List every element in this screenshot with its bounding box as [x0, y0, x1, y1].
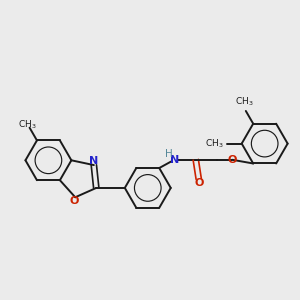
Text: CH$_3$: CH$_3$: [18, 118, 37, 130]
Text: CH$_3$: CH$_3$: [205, 137, 224, 150]
Text: O: O: [194, 178, 203, 188]
Text: N: N: [170, 155, 179, 165]
Text: O: O: [228, 155, 237, 165]
Text: O: O: [69, 196, 79, 206]
Text: N: N: [89, 156, 98, 166]
Text: CH$_3$: CH$_3$: [235, 95, 254, 108]
Text: H: H: [165, 149, 173, 159]
